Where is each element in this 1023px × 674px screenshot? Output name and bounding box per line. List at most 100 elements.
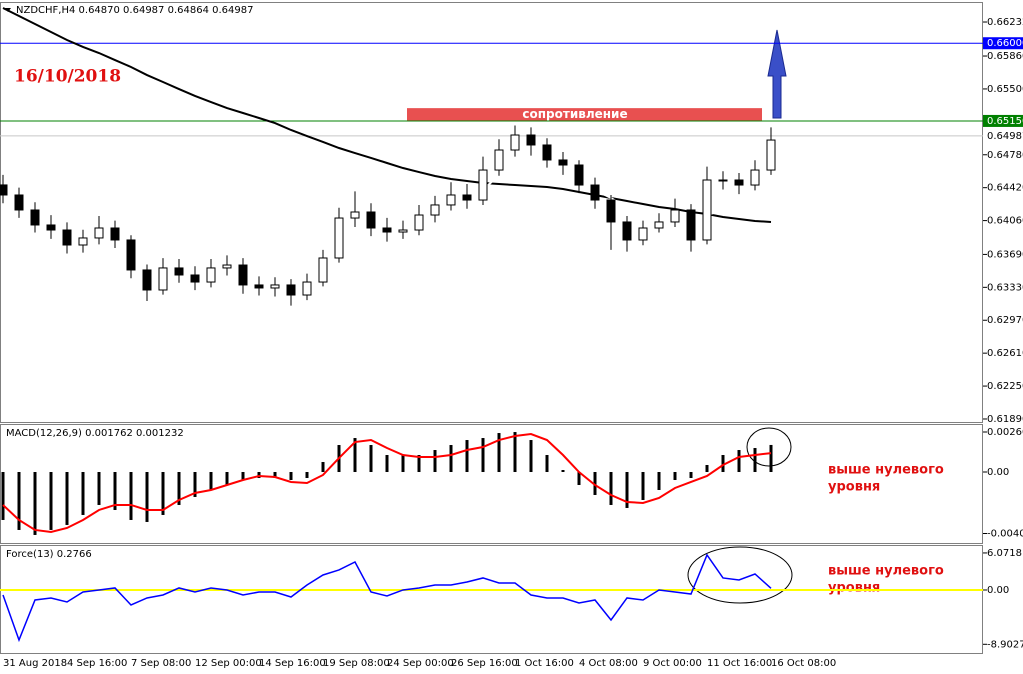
- level-label: 0.64987: [987, 131, 1023, 142]
- macd-bar: [65, 472, 69, 525]
- level-box: [983, 114, 1023, 127]
- candle-body: [510, 134, 520, 151]
- y-tick-label: 0.61890: [987, 414, 1023, 425]
- x-tick-label: 4 Oct 08:00: [579, 658, 638, 669]
- x-tick-label: 14 Sep 16:00: [259, 658, 326, 669]
- macd-bar: [305, 472, 309, 479]
- macd-bar: [225, 472, 229, 485]
- macd-bar: [673, 472, 677, 481]
- macd-bar: [289, 472, 293, 481]
- candle-body: [430, 204, 440, 216]
- macd-bar: [241, 472, 245, 481]
- candle-body: [254, 284, 264, 289]
- candle-body: [270, 284, 280, 289]
- candle-body: [478, 169, 488, 201]
- candle-body: [702, 179, 712, 241]
- candle-body: [686, 209, 696, 241]
- candle-body: [574, 164, 584, 186]
- x-tick-label: 16 Oct 08:00: [771, 658, 836, 669]
- macd-bar: [1, 472, 5, 520]
- macd-bar: [449, 445, 453, 473]
- macd-bar: [433, 450, 437, 473]
- candle-body: [766, 139, 776, 171]
- candle-body: [414, 214, 424, 231]
- candle-body: [366, 211, 376, 229]
- candle-body: [126, 239, 136, 271]
- x-tick-label: 1 Oct 16:00: [515, 658, 574, 669]
- candle-body: [670, 209, 680, 223]
- candle-body: [590, 184, 600, 201]
- moving-average: [2, 7, 772, 223]
- candle-body: [334, 217, 344, 259]
- macd-bar: [721, 455, 725, 473]
- candle-body: [350, 211, 360, 219]
- candle-body: [94, 227, 104, 239]
- chart-title: NZDCHF,H4 0.64870 0.64987 0.64864 0.6498…: [16, 5, 253, 16]
- resistance-zone: [407, 108, 762, 121]
- candle-body: [494, 149, 504, 171]
- candle-body: [542, 144, 552, 161]
- macd-bar: [657, 472, 661, 490]
- annotation: выше нулевого: [828, 564, 944, 579]
- macd-bar: [353, 438, 357, 473]
- candle-body: [606, 199, 616, 223]
- y-tick-label: -8.9027: [987, 639, 1023, 650]
- macd-bar: [689, 472, 693, 479]
- macd-bar: [385, 455, 389, 473]
- level-box: [983, 129, 1023, 142]
- macd-bar: [129, 472, 133, 520]
- annotation: выше нулевого: [828, 463, 944, 478]
- candle-body: [734, 179, 744, 186]
- candle-body: [190, 274, 200, 283]
- candle-body: [462, 194, 472, 201]
- force-line: [2, 553, 772, 643]
- x-tick-label: 26 Sep 16:00: [451, 658, 518, 669]
- macd-bar: [753, 448, 757, 473]
- macd-bar: [369, 445, 373, 473]
- macd-bar: [321, 462, 325, 473]
- y-tick-label: 6.0718: [987, 548, 1022, 559]
- y-tick-label: 0.66232: [987, 17, 1023, 28]
- annotation: уровня: [828, 480, 880, 495]
- candle-body: [750, 169, 760, 186]
- force-panel: [0, 545, 983, 654]
- macd-bar: [81, 472, 85, 515]
- candle-body: [30, 209, 40, 226]
- highlight-ellipse: [746, 427, 792, 467]
- candle-body: [78, 237, 88, 246]
- x-tick-label: 19 Sep 08:00: [323, 658, 390, 669]
- macd-bar: [401, 455, 405, 473]
- macd-bar: [481, 438, 485, 473]
- candle-body: [398, 229, 408, 233]
- macd-bar: [577, 472, 581, 485]
- macd-bar: [705, 465, 709, 473]
- x-tick-label: 7 Sep 08:00: [131, 658, 191, 669]
- macd-bar: [609, 472, 613, 505]
- up-arrow: [767, 29, 787, 119]
- macd-bar: [193, 472, 197, 497]
- candle-body: [622, 221, 632, 241]
- macd-title: MACD(12,26,9) 0.001762 0.001232: [6, 428, 184, 439]
- candle-body: [318, 257, 328, 283]
- macd-bar: [161, 472, 165, 515]
- y-tick-label: 0.00: [987, 467, 1009, 478]
- x-tick-label: 4 Sep 16:00: [67, 658, 127, 669]
- y-tick-label: 0.00: [987, 585, 1009, 596]
- highlight-ellipse: [687, 546, 793, 604]
- macd-bar: [497, 433, 501, 473]
- candle-body: [718, 179, 728, 182]
- macd-bar: [593, 472, 597, 495]
- candle-body: [46, 224, 56, 231]
- macd-bar: [17, 472, 21, 530]
